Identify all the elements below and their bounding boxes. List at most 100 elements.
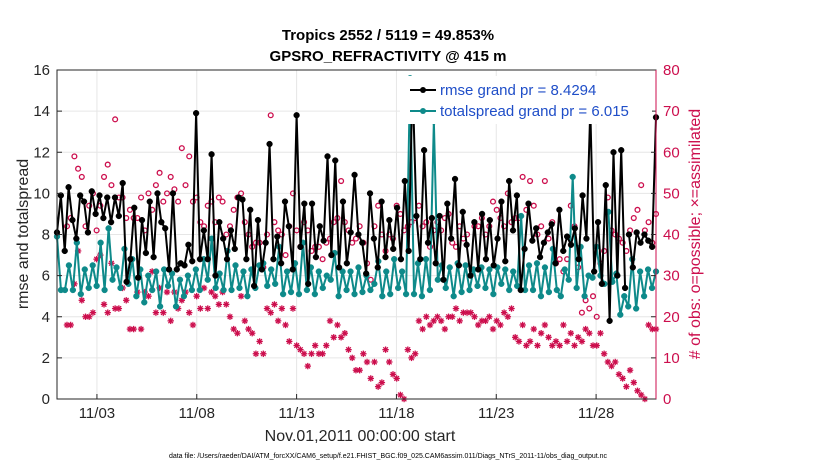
spread-point (65, 262, 73, 269)
spread-point (422, 256, 430, 263)
rmse-point (494, 235, 501, 242)
rmse-point (135, 274, 142, 281)
assimilated-obs-marker (278, 305, 286, 312)
rmse-point (405, 247, 412, 255)
rmse-point (343, 260, 350, 267)
rmse-point (614, 272, 621, 279)
assimilated-obs-marker (482, 317, 489, 325)
y-right-tick-label: 20 (663, 309, 680, 326)
spread-point (490, 290, 497, 298)
rmse-point (142, 249, 150, 257)
assimilated-obs-marker (526, 338, 534, 345)
spread-point (347, 268, 354, 275)
rmse-point (567, 241, 575, 248)
assimilated-obs-marker (363, 358, 371, 366)
rmse-point (266, 140, 273, 148)
rmse-point (84, 229, 92, 236)
rmse-point (598, 280, 606, 288)
possible-obs-marker (538, 223, 545, 230)
rmse-point (169, 190, 177, 197)
assimilated-obs-marker (289, 305, 297, 312)
assimilated-obs-marker (504, 313, 512, 320)
assimilated-obs-marker (130, 325, 137, 333)
legend-spread-marker (420, 108, 426, 114)
y-right-tick-label: 10 (663, 350, 680, 367)
possible-obs-marker (78, 173, 85, 180)
rmse-point (150, 253, 157, 261)
y-left-tick-label: 6 (42, 268, 50, 285)
spread-point (462, 262, 469, 269)
assimilated-obs-marker (582, 325, 589, 333)
spread-point (581, 293, 588, 300)
rmse-point (521, 245, 528, 253)
rmse-point (154, 190, 161, 197)
spread-point (636, 268, 644, 275)
possible-obs-marker (160, 198, 167, 205)
chart-subtitle: GPSRO_REFRACTIVITY @ 415 m (270, 48, 507, 65)
assimilated-obs-marker (256, 338, 263, 345)
rmse-point (351, 171, 358, 179)
assimilated-obs-marker (515, 338, 523, 345)
assimilated-obs-marker (419, 325, 426, 333)
y-right-tick-label: 30 (663, 268, 680, 285)
assimilated-obs-marker (230, 325, 237, 333)
spread-point (565, 276, 572, 283)
rmse-point (274, 233, 281, 240)
spread-point (458, 288, 465, 296)
assimilated-obs-marker (274, 317, 282, 325)
possible-obs-marker (93, 227, 100, 234)
rmse-point (444, 200, 451, 207)
assimilated-obs-marker (267, 309, 274, 316)
rmse-point (625, 231, 633, 238)
rmse-point (498, 198, 505, 205)
spread-point (323, 272, 330, 279)
rmse-point (378, 198, 385, 205)
spread-point (141, 299, 148, 306)
assimilated-obs-marker (563, 338, 571, 345)
assimilated-obs-marker (326, 317, 334, 325)
rmse-point (212, 272, 219, 279)
spread-point (77, 290, 84, 298)
rmse-point (316, 223, 323, 230)
spread-point (244, 293, 251, 300)
rmse-point (560, 247, 567, 255)
possible-obs-marker (71, 153, 78, 160)
assimilated-obs-marker (260, 350, 267, 357)
spread-point (272, 280, 279, 288)
possible-obs-marker (163, 190, 171, 197)
assimilated-obs-marker (623, 383, 630, 390)
spread-point (105, 225, 112, 232)
spread-point (450, 293, 457, 300)
rmse-point (332, 157, 339, 164)
rmse-point (563, 233, 571, 240)
assimilated-obs-marker (612, 358, 619, 366)
rmse-point (633, 229, 640, 236)
rmse-point (428, 214, 436, 222)
rmse-point (281, 198, 289, 205)
rmse-point (107, 219, 115, 226)
assimilated-obs-marker (630, 379, 637, 386)
rmse-point (556, 206, 563, 213)
spread-point (525, 262, 533, 269)
spread-point (149, 286, 156, 294)
y-right-tick-label: 60 (663, 144, 680, 161)
rmse-point (305, 280, 312, 288)
rmse-point (162, 225, 169, 232)
assimilated-obs-marker (167, 317, 174, 325)
spread-point (398, 268, 406, 275)
rmse-point (127, 256, 134, 263)
spread-point (228, 286, 235, 294)
assimilated-obs-marker (412, 350, 419, 357)
spread-point (573, 284, 580, 292)
spread-point (315, 268, 322, 275)
assimilated-obs-marker (600, 350, 608, 357)
spread-point (617, 311, 624, 318)
rmse-point (61, 247, 68, 255)
assimilated-obs-marker (489, 325, 497, 333)
assimilated-obs-marker (104, 309, 111, 316)
assimilated-obs-marker (408, 354, 415, 362)
rmse-point (621, 284, 629, 292)
spread-point (644, 266, 652, 273)
assimilated-obs-marker (474, 321, 482, 329)
possible-obs-marker (178, 145, 185, 152)
